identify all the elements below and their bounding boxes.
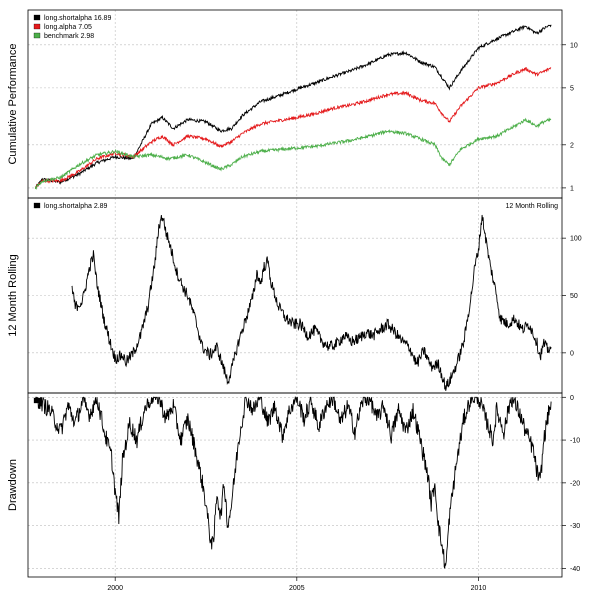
panel-frame bbox=[27, 392, 563, 578]
y-tick-label: -30 bbox=[570, 523, 580, 530]
series-line-1-2 bbox=[34, 66, 552, 189]
legend-swatch bbox=[33, 397, 41, 404]
x-tick-label: 2010 bbox=[471, 585, 487, 592]
panel-1: 1 2 5 10 Cumulative Performance long.shortalp… bbox=[7, 9, 578, 199]
series-line-2-1 bbox=[71, 214, 552, 391]
y-tick-label: -10 bbox=[570, 438, 580, 445]
legend-swatch bbox=[33, 14, 41, 21]
x-tick-label: 2000 bbox=[107, 585, 123, 592]
y-tick-label: -40 bbox=[570, 566, 580, 573]
legend-label: long.alpha 7.05 bbox=[44, 24, 92, 31]
y-tick-label: 0 bbox=[570, 350, 574, 357]
x-tick-label: 2005 bbox=[289, 585, 305, 592]
y-tick-label: 5 bbox=[570, 85, 574, 92]
series-line-1-3 bbox=[34, 117, 552, 190]
panel-frame bbox=[27, 9, 563, 199]
y-tick-label: 0 bbox=[570, 395, 574, 402]
legend-label: long.shortalpha 16.89 bbox=[44, 15, 111, 22]
panel-2: 0 50 100 12 Month Rolling long.shortalpha 2.… bbox=[7, 197, 582, 394]
y-tick-label: 10 bbox=[570, 42, 578, 49]
legend-swatch bbox=[33, 202, 41, 209]
y-tick-label: 1 bbox=[570, 185, 574, 192]
corner-label: 12 Month Rolling bbox=[505, 203, 558, 210]
series-line-3-1 bbox=[35, 395, 552, 569]
y-axis-title: 12 Month Rolling bbox=[7, 254, 19, 337]
y-axis-title: Drawdown bbox=[7, 459, 19, 511]
legend-swatch bbox=[33, 32, 41, 39]
legend-label: benchmark 2.98 bbox=[44, 33, 94, 40]
y-tick-label: -20 bbox=[570, 480, 580, 487]
y-tick-label: 2 bbox=[570, 142, 574, 149]
y-tick-label: 100 bbox=[570, 236, 582, 243]
y-tick-label: 50 bbox=[570, 293, 578, 300]
legend-swatch bbox=[33, 23, 41, 30]
y-axis-title: Cumulative Performance bbox=[7, 43, 19, 164]
series-line-1-1 bbox=[34, 24, 552, 189]
legend-label: long.shortalpha 2.89 bbox=[44, 203, 108, 210]
panel-3: 0 -10 -20 -30 -40 Drawdown bbox=[7, 392, 580, 578]
